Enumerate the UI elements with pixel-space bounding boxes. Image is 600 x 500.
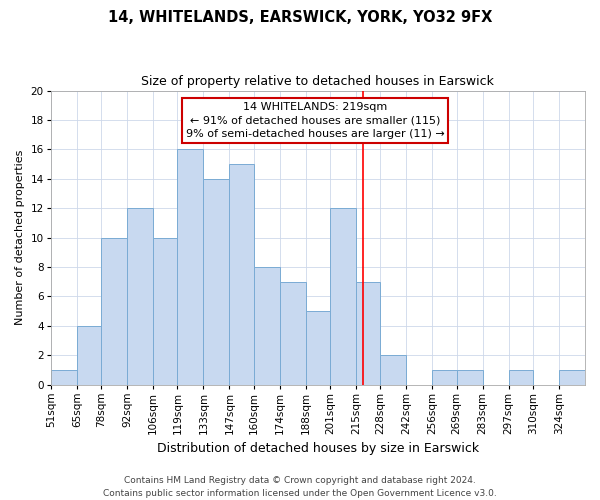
Bar: [254, 267, 280, 384]
Bar: [51, 370, 77, 384]
Bar: [77, 326, 101, 384]
Bar: [280, 282, 306, 385]
Bar: [433, 370, 457, 384]
Bar: [380, 355, 406, 384]
Bar: [509, 370, 533, 384]
Bar: [127, 208, 153, 384]
Text: 14 WHITELANDS: 219sqm
← 91% of detached houses are smaller (115)
9% of semi-deta: 14 WHITELANDS: 219sqm ← 91% of detached …: [186, 102, 445, 139]
Bar: [457, 370, 482, 384]
Y-axis label: Number of detached properties: Number of detached properties: [15, 150, 25, 326]
X-axis label: Distribution of detached houses by size in Earswick: Distribution of detached houses by size …: [157, 442, 479, 455]
Bar: [330, 208, 356, 384]
Bar: [101, 238, 127, 384]
Bar: [356, 282, 380, 385]
Bar: [559, 370, 585, 384]
Bar: [229, 164, 254, 384]
Bar: [153, 238, 178, 384]
Bar: [178, 150, 203, 384]
Bar: [306, 311, 330, 384]
Title: Size of property relative to detached houses in Earswick: Size of property relative to detached ho…: [142, 75, 494, 88]
Text: Contains HM Land Registry data © Crown copyright and database right 2024.
Contai: Contains HM Land Registry data © Crown c…: [103, 476, 497, 498]
Text: 14, WHITELANDS, EARSWICK, YORK, YO32 9FX: 14, WHITELANDS, EARSWICK, YORK, YO32 9FX: [108, 10, 492, 25]
Bar: [203, 179, 229, 384]
